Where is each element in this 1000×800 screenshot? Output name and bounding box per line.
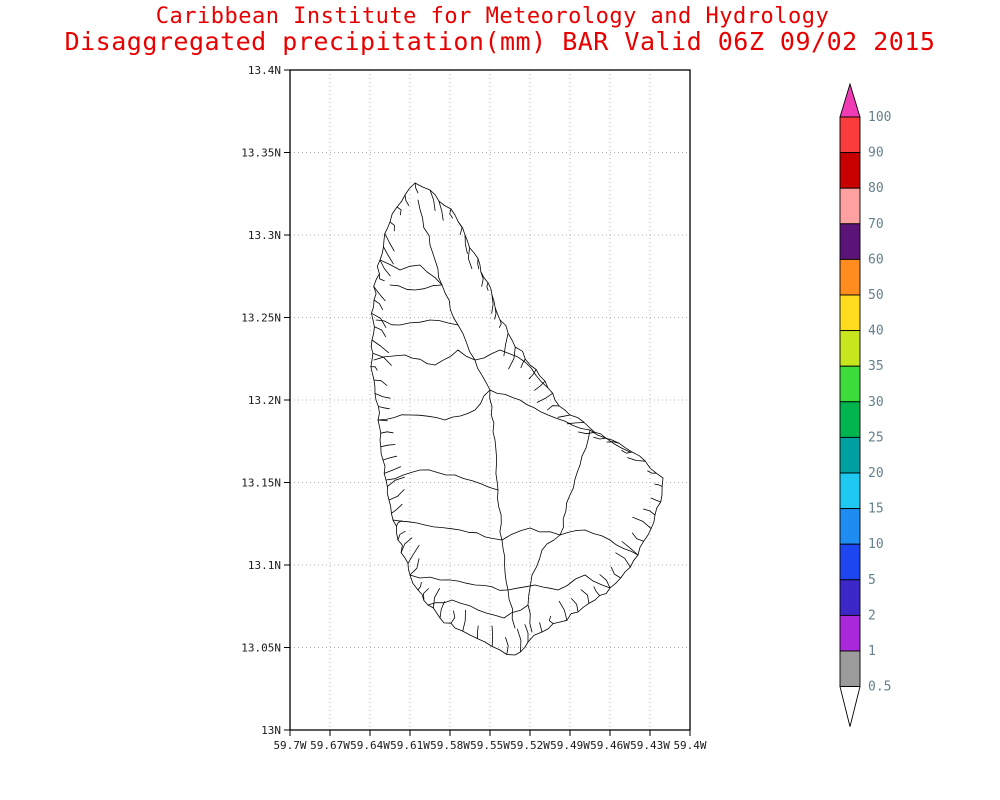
colorbar-segment <box>839 294 861 332</box>
colorbar-label: 50 <box>868 288 884 303</box>
x-tick-label: 59.7W <box>273 739 306 752</box>
colorbar-label: 90 <box>868 146 884 161</box>
colorbar-label: 70 <box>868 217 884 232</box>
y-tick-label: 13.2N <box>248 394 281 407</box>
colorbar-segment <box>839 152 861 189</box>
colorbar-label: 15 <box>868 502 884 517</box>
x-tick-label: 59.64W <box>350 739 390 752</box>
x-tick-label: 59.49W <box>550 739 590 752</box>
island-barbados <box>370 182 664 656</box>
x-tick-label: 59.4W <box>673 739 706 752</box>
colorbar-segment <box>839 472 861 510</box>
x-tick-label: 59.43W <box>630 739 670 752</box>
colorbar-segment <box>839 579 861 616</box>
island-coastline <box>370 182 664 656</box>
colorbar-label: 40 <box>868 324 884 339</box>
colorbar-segment <box>839 365 861 403</box>
colorbar-arrow-bottom <box>839 686 861 727</box>
colorbar: 100 90 80 70 60 50 40 35 30 25 20 15 10 5 2 1 0.5 <box>839 82 891 727</box>
colorbar-label: 20 <box>868 466 884 481</box>
page-title: Caribbean Institute for Meteorology and … <box>155 4 830 29</box>
y-tick-label: 13.05N <box>241 642 281 655</box>
colorbar-segment <box>839 116 861 154</box>
colorbar-label: 100 <box>868 110 891 125</box>
colorbar-label: 5 <box>868 573 876 588</box>
colorbar-label: 25 <box>868 430 884 445</box>
x-tick-label: 59.46W <box>590 739 630 752</box>
colorbar-label: 1 <box>868 644 876 659</box>
x-tick-label: 59.67W <box>310 739 350 752</box>
colorbar-label: 0.5 <box>868 680 891 695</box>
axis-ticks: 13.4N 13.35N 13.3N 13.25N 13.2N 13.15N 13.1N 13… <box>241 64 707 752</box>
colorbar-label: 60 <box>868 252 884 267</box>
y-tick-label: 13.35N <box>241 147 281 160</box>
colorbar-segment <box>839 223 861 260</box>
watershed-lines <box>370 182 663 655</box>
x-tick-label: 59.55W <box>470 739 510 752</box>
colorbar-label: 2 <box>868 608 876 623</box>
colorbar-label: 35 <box>868 359 884 374</box>
colorbar-segment <box>839 330 861 367</box>
y-tick-label: 13.25N <box>241 312 281 325</box>
colorbar-segment <box>839 543 861 581</box>
colorbar-segment <box>839 508 861 545</box>
colorbar-segment <box>839 614 861 652</box>
colorbar-segment <box>839 258 861 296</box>
y-tick-label: 13.3N <box>248 229 281 242</box>
colorbar-segment <box>839 187 861 225</box>
page-subtitle: Disaggregated precipitation(mm) BAR Vali… <box>64 27 936 56</box>
y-tick-label: 13.4N <box>248 64 281 77</box>
colorbar-arrow-top <box>839 82 861 118</box>
colorbar-segment <box>839 401 861 438</box>
x-tick-label: 59.61W <box>390 739 430 752</box>
colorbar-segment <box>839 436 861 474</box>
y-tick-label: 13.1N <box>248 559 281 572</box>
x-tick-label: 59.52W <box>510 739 550 752</box>
x-tick-label: 59.58W <box>430 739 470 752</box>
y-tick-label: 13N <box>261 724 281 737</box>
colorbar-label: 10 <box>868 537 884 552</box>
y-tick-label: 13.15N <box>241 477 281 490</box>
colorbar-segment <box>839 650 861 688</box>
colorbar-label: 30 <box>868 395 884 410</box>
colorbar-label: 80 <box>868 181 884 196</box>
